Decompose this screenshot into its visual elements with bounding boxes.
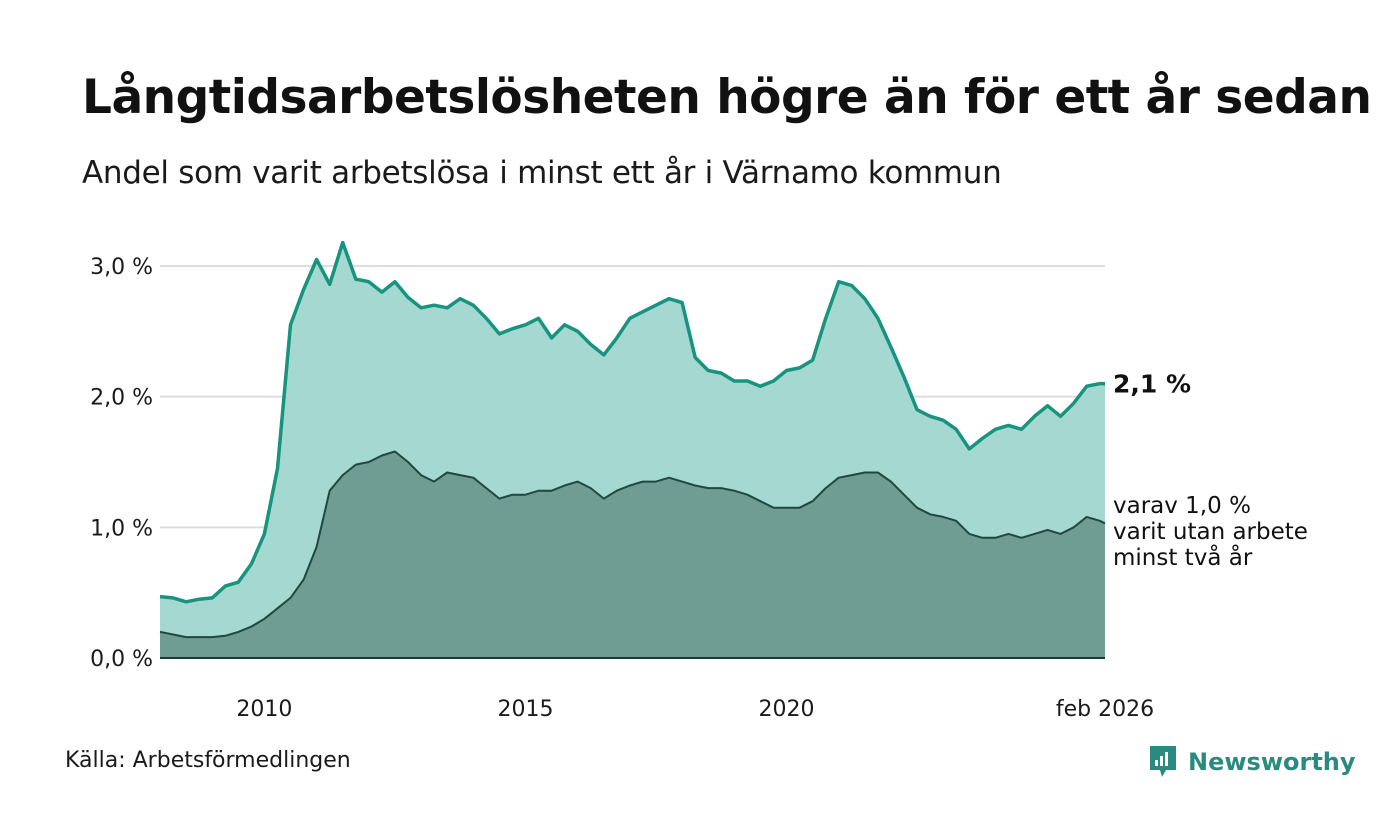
x-tick-label: 2010 <box>236 697 292 722</box>
brand-logo: Newsworthy <box>1148 744 1356 780</box>
x-tick-label: 2020 <box>759 697 815 722</box>
y-tick-label: 3,0 % <box>90 255 153 280</box>
y-tick-label: 2,0 % <box>90 386 153 411</box>
x-tick-label: feb 2026 <box>1056 697 1154 722</box>
end-label-series-1: 2,1 % <box>1113 370 1191 399</box>
area-series-2 <box>160 451 1105 658</box>
chart-subtitle: Andel som varit arbetslösa i minst ett å… <box>82 155 1002 191</box>
brand-name: Newsworthy <box>1188 748 1356 776</box>
end-label-series-2: varav 1,0 % varit utan arbete minst två år <box>1113 493 1308 571</box>
line-series-1 <box>159 240 1105 604</box>
x-tick-label: 2015 <box>497 697 553 722</box>
y-tick-label: 0,0 % <box>90 647 153 672</box>
source-note: Källa: Arbetsförmedlingen <box>65 748 351 773</box>
chart-title: Långtidsarbetslösheten högre än för ett … <box>82 70 1372 125</box>
newsworthy-logo-icon <box>1150 746 1176 777</box>
y-tick-label: 1,0 % <box>90 516 153 541</box>
end-label-line: varav 1,0 % <box>1113 493 1251 519</box>
end-label-line: minst två år <box>1113 543 1253 571</box>
line-series-2 <box>159 450 1106 639</box>
end-label-line: varit utan arbete <box>1113 519 1308 545</box>
